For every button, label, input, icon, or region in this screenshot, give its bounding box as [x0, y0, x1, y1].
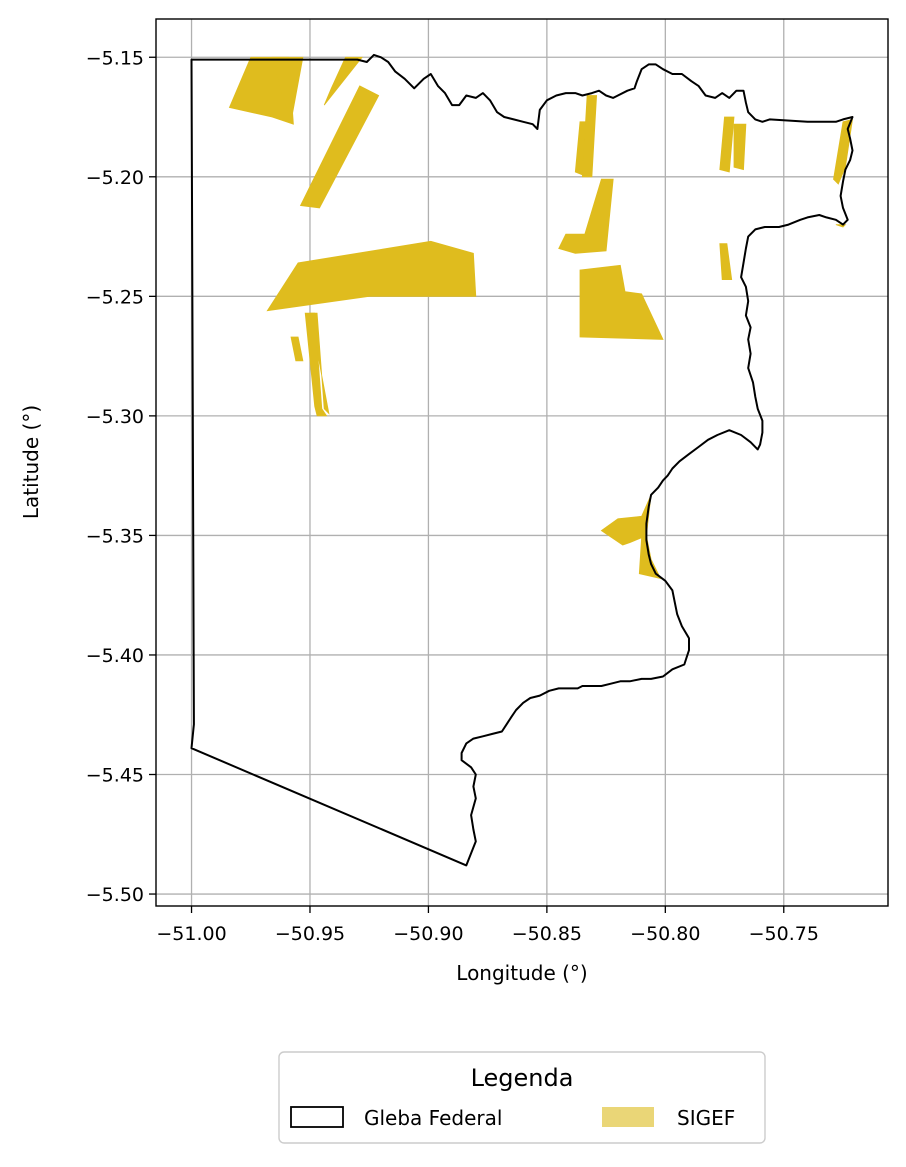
gleba-federal-boundary [190, 53, 854, 867]
y-tick-label-2: −5.25 [86, 286, 144, 308]
x-tick-label-3: −50.85 [512, 923, 582, 945]
x-tick-label-0: −51.00 [156, 923, 226, 945]
legend-title: Legenda [471, 1064, 574, 1092]
x-tick-label-4: −50.80 [630, 923, 700, 945]
sigef-parcel-10 [558, 178, 614, 254]
axes-frame [155, 18, 889, 907]
sigef-parcel-6 [309, 312, 330, 415]
y-tick-label-1: −5.20 [86, 167, 144, 189]
legend-gleba-swatch [290, 1106, 344, 1128]
legend-gleba-label: Gleba Federal [364, 1106, 502, 1130]
y-axis-ticks: −5.15 −5.20 −5.25 −5.30 −5.35 −5.40 −5.45 −5.50 [86, 47, 156, 906]
gleba-federal-polygon [190, 53, 854, 867]
sigef-parcel-12 [719, 116, 735, 173]
x-tick-label-2: −50.90 [393, 923, 463, 945]
y-tick-label-6: −5.45 [86, 765, 144, 787]
sigef-parcel-17 [600, 494, 662, 580]
sigef-parcel-7 [290, 336, 304, 362]
sigef-parcel-4 [266, 240, 477, 312]
sigef-parcel-9 [581, 95, 598, 178]
sigef-parcel-14 [719, 243, 733, 281]
sigef-parcel-1 [271, 56, 304, 122]
legend: Legenda Gleba Federal SIGEF [278, 1051, 766, 1144]
y-tick-label-3: −5.30 [86, 406, 144, 428]
y-tick-label-7: −5.50 [86, 884, 144, 906]
x-axis-ticks: −51.00 −50.95 −50.90 −50.85 −50.80 −50.75 [156, 906, 819, 945]
y-tick-label-0: −5.15 [86, 47, 144, 69]
x-tick-label-5: −50.75 [749, 923, 819, 945]
x-axis-label: Longitude (°) [456, 961, 587, 985]
sigef-parcels [228, 56, 853, 580]
x-tick-label-1: −50.95 [275, 923, 345, 945]
sigef-parcel-11 [579, 264, 664, 340]
sigef-parcel-2 [323, 56, 363, 106]
legend-sigef-label: SIGEF [677, 1106, 735, 1130]
y-axis-label: Latitude (°) [19, 405, 43, 519]
sigef-parcel-13 [733, 123, 747, 171]
sigef-parcel-3 [299, 85, 380, 209]
y-tick-label-4: −5.35 [86, 525, 144, 547]
legend-sigef-swatch [602, 1107, 654, 1127]
y-tick-label-5: −5.40 [86, 645, 144, 667]
